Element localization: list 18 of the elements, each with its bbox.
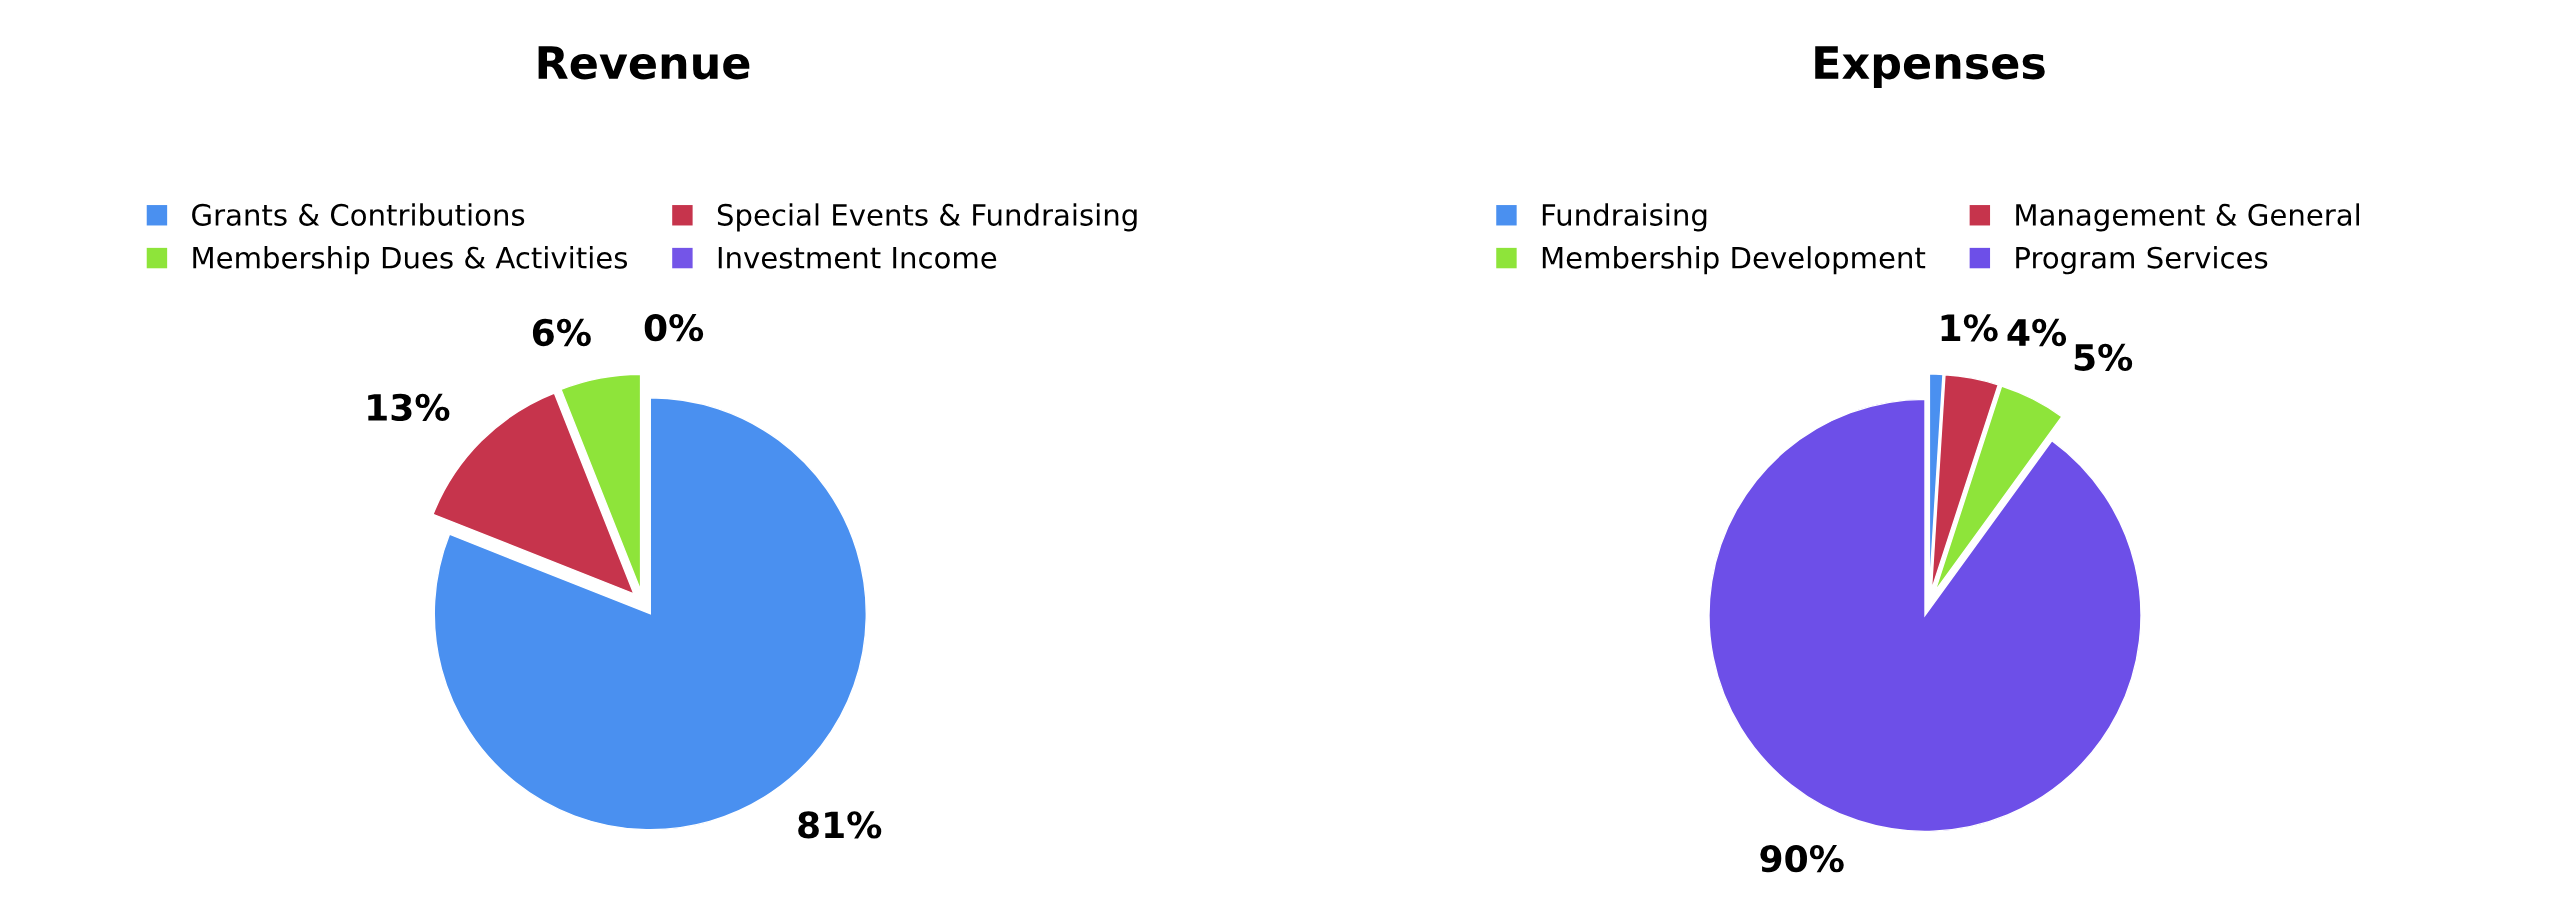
data-label: 4% xyxy=(2007,318,2067,347)
data-label: 1% xyxy=(1941,314,1998,342)
data-label: 5% xyxy=(2074,343,2133,371)
legend-label: Investment Income xyxy=(718,247,997,269)
legend-label: Grants & Contributions xyxy=(192,203,525,226)
text: 0% xyxy=(644,314,704,342)
data-label: 13% xyxy=(368,393,450,422)
legend-label: Membership Dues & Activities xyxy=(193,246,628,275)
legend-label: Membership Development xyxy=(1542,246,1926,275)
legend-label: Program Services xyxy=(2016,246,2268,275)
data-label: 90% xyxy=(1760,845,1844,873)
data-label: 6% xyxy=(532,318,591,347)
chart-title: Expenses xyxy=(1815,46,2045,89)
data-label: 81% xyxy=(798,811,882,839)
legend-label: Management & General xyxy=(2016,203,2360,232)
legend-label: Special Events & Fundraising xyxy=(717,203,1137,232)
chart-title: Revenue xyxy=(538,46,750,80)
legend-label: Fundraising xyxy=(1542,203,1707,232)
